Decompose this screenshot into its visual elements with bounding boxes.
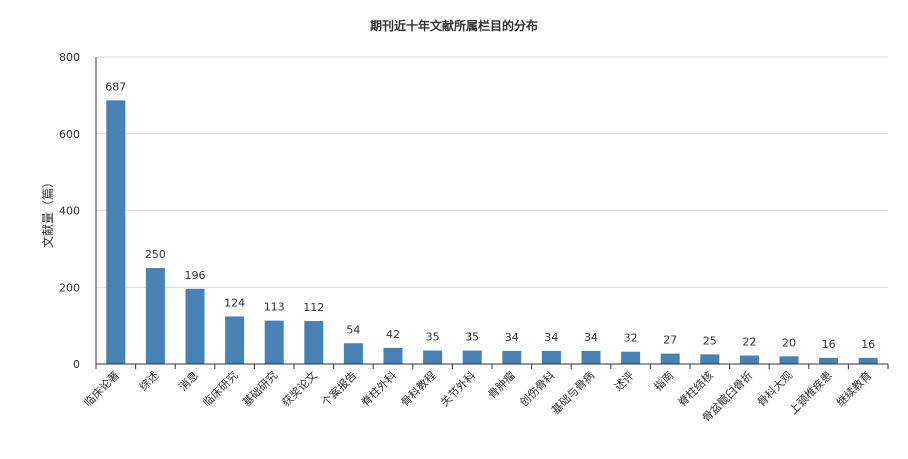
category-label: 临床论著: [81, 368, 122, 409]
data-label: 54: [346, 323, 360, 336]
data-label: 687: [105, 80, 126, 93]
data-label: 35: [426, 331, 440, 344]
category-label: 创伤骨科: [517, 368, 558, 409]
data-label: 34: [505, 331, 519, 344]
category-label: 消息: [176, 368, 201, 393]
data-label: 113: [264, 301, 285, 314]
category-label: 骨肿瘤: [485, 368, 518, 401]
bar[interactable]: [541, 350, 561, 364]
category-label: 临床研究: [200, 368, 241, 409]
category-label: 个案报告: [319, 368, 360, 409]
y-tick-label: 200: [59, 281, 80, 294]
x-axis: [95, 57, 889, 369]
bar[interactable]: [779, 356, 799, 364]
data-label: 124: [224, 296, 245, 309]
bar[interactable]: [106, 100, 126, 365]
data-label: 196: [185, 269, 206, 282]
category-label: 基础研究: [239, 368, 280, 409]
data-label: 250: [145, 248, 166, 261]
category-label: 上颈椎疾患: [786, 368, 835, 417]
category-label: 述评: [612, 369, 637, 394]
y-tick-label: 800: [59, 51, 80, 64]
data-label: 27: [663, 334, 677, 347]
data-label: 16: [861, 338, 875, 351]
category-label: 指南: [651, 368, 676, 393]
bar[interactable]: [819, 357, 839, 364]
data-label: 16: [822, 338, 836, 351]
category-label: 脊柱外科: [358, 368, 399, 409]
category-label: 骨科大观: [754, 368, 795, 409]
category-label: 骨科教程: [398, 368, 439, 409]
bar[interactable]: [660, 353, 680, 364]
bar[interactable]: [343, 343, 363, 364]
bar[interactable]: [462, 350, 482, 364]
bar[interactable]: [739, 355, 759, 364]
bar[interactable]: [264, 320, 284, 364]
bar[interactable]: [423, 350, 443, 364]
y-tick-label: 600: [59, 128, 80, 141]
bar[interactable]: [185, 288, 205, 364]
bar[interactable]: [145, 268, 165, 364]
bar[interactable]: [858, 357, 878, 364]
bars: [106, 100, 878, 365]
data-label: 20: [782, 336, 796, 349]
bar[interactable]: [304, 321, 324, 364]
data-label: 32: [624, 332, 638, 345]
bar[interactable]: [502, 350, 522, 364]
category-label: 获奖论文: [279, 368, 320, 409]
category-labels: 临床论著 综述 消息 临床研究 基础研究 获奖论文 个案报告 脊柱外科 骨科教程 关节外科 骨肿瘤创…: [81, 368, 874, 425]
bar[interactable]: [225, 316, 245, 364]
category-label: 综述: [136, 368, 161, 393]
bar[interactable]: [581, 350, 601, 364]
data-label: 35: [465, 331, 479, 344]
bar[interactable]: [383, 347, 403, 364]
y-axis-label: 文献量（篇）: [40, 176, 55, 248]
category-label: 脊柱结核: [675, 368, 716, 409]
bar[interactable]: [700, 354, 720, 364]
category-label: 继续教育: [833, 368, 874, 409]
y-tick-label: 400: [59, 205, 80, 218]
y-tick-label: 0: [73, 358, 80, 371]
bar[interactable]: [621, 351, 641, 364]
category-label: 基础与骨病: [548, 368, 597, 417]
gridlines: [96, 56, 888, 288]
data-label: 42: [386, 328, 400, 341]
data-label: 22: [742, 336, 756, 349]
data-label: 34: [544, 331, 558, 344]
data-labels: 687 250 196 124 113 112 54 42 35 35 34 34 34 32 27 25 22…: [105, 80, 875, 350]
category-label: 关节外科: [437, 368, 478, 409]
y-axis-ticks: 0 200 400 600 800: [59, 51, 80, 371]
data-label: 112: [303, 301, 324, 314]
data-label: 25: [703, 334, 717, 347]
data-label: 34: [584, 331, 598, 344]
chart-title: 期刊近十年文献所属栏目的分布: [370, 18, 538, 33]
